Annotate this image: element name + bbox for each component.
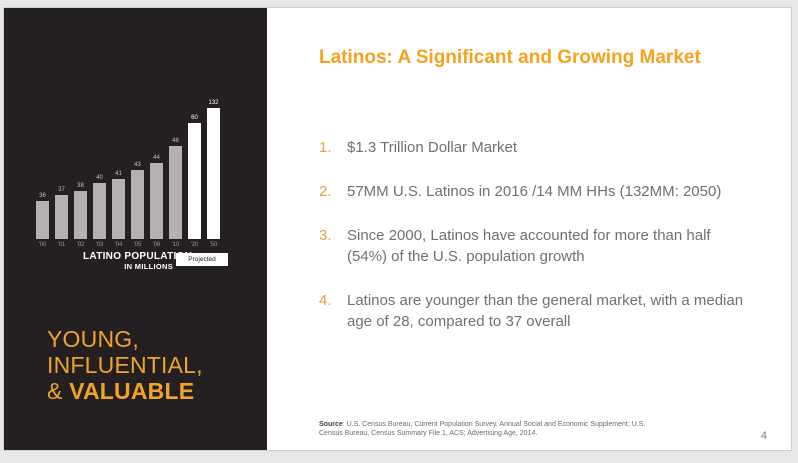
bar-value-label: 43 bbox=[134, 162, 141, 168]
list-item: 3. Since 2000, Latinos have accounted fo… bbox=[319, 225, 747, 267]
bar-column: 43 bbox=[131, 162, 144, 239]
bar-value-label: 41 bbox=[115, 171, 122, 177]
x-axis-tick-label: '01 bbox=[57, 242, 66, 248]
tagline-line-2: INFLUENTIAL, bbox=[47, 352, 203, 378]
bar-column: 36 bbox=[36, 193, 49, 239]
bar-column: 38 bbox=[74, 183, 87, 239]
bar bbox=[55, 195, 68, 239]
chart-x-axis: '00 '01 '02 '03 '04 '05 '06 '10 '20 '50 bbox=[36, 242, 220, 248]
bar-column: 132 bbox=[207, 100, 220, 239]
bar-column: 40 bbox=[93, 175, 106, 239]
list-item: 2. 57MM U.S. Latinos in 2016 /14 MM HHs … bbox=[319, 181, 747, 202]
list-item: 1. $1.3 Trillion Dollar Market bbox=[319, 137, 747, 158]
tagline-valuable: VALUABLE bbox=[69, 378, 195, 404]
chart-bars: 36 37 38 40 41 43 44 48 60 132 bbox=[36, 100, 220, 239]
tagline-ampersand: & bbox=[47, 378, 70, 404]
bar-column: 41 bbox=[112, 171, 125, 239]
bar-projected bbox=[207, 108, 220, 239]
bar bbox=[131, 170, 144, 239]
tagline-line-1: YOUNG, bbox=[47, 326, 139, 352]
source-citation: Source: U.S. Census Bureau, Current Popu… bbox=[319, 420, 651, 438]
list-item-text: $1.3 Trillion Dollar Market bbox=[347, 139, 518, 156]
x-axis-tick-label: '20 bbox=[190, 242, 199, 248]
bar-value-label: 132 bbox=[208, 100, 219, 106]
list-item-text: Since 2000, Latinos have accounted for m… bbox=[347, 227, 711, 265]
x-axis-tick-label: '05 bbox=[133, 242, 142, 248]
bar-column: 48 bbox=[169, 138, 182, 239]
tagline-line-3: & VALUABLE bbox=[47, 378, 203, 404]
list-item-number: 4. bbox=[319, 292, 332, 309]
bar-column: 44 bbox=[150, 155, 163, 239]
bar-value-label: 44 bbox=[153, 155, 160, 161]
legend-projected-label: Projected bbox=[188, 256, 216, 263]
x-axis-tick-label: '03 bbox=[95, 242, 104, 248]
page-number: 4 bbox=[760, 430, 767, 442]
source-label: Source bbox=[319, 421, 343, 428]
x-axis-tick-label: '00 bbox=[38, 242, 47, 248]
list-item: 4. Latinos are younger than the general … bbox=[319, 290, 747, 332]
chart-title-block: LATINO POPULATION IN MILLIONS bbox=[83, 251, 193, 271]
source-text: : U.S. Census Bureau, Current Population… bbox=[319, 421, 646, 437]
slide-title: Latinos: A Significant and Growing Marke… bbox=[319, 47, 701, 68]
bar bbox=[112, 179, 125, 239]
bar bbox=[169, 146, 182, 239]
bar bbox=[36, 201, 49, 239]
slide: 36 37 38 40 41 43 44 48 60 132 '00 '01 '02 '03 '04 '05… bbox=[3, 7, 792, 451]
bar-value-label: 60 bbox=[191, 115, 198, 121]
x-axis-tick-label: '02 bbox=[76, 242, 85, 248]
bar-projected bbox=[188, 123, 201, 239]
bar-value-label: 37 bbox=[58, 187, 65, 193]
x-axis-tick-label: '50 bbox=[209, 242, 218, 248]
chart-legend: Projected bbox=[176, 253, 228, 266]
bar-value-label: 40 bbox=[96, 175, 103, 181]
content-area: Latinos: A Significant and Growing Marke… bbox=[267, 8, 791, 450]
bar-column: 37 bbox=[55, 187, 68, 239]
bar bbox=[74, 191, 87, 239]
bar-value-label: 48 bbox=[172, 138, 179, 144]
sidebar-panel: 36 37 38 40 41 43 44 48 60 132 '00 '01 '02 '03 '04 '05… bbox=[4, 8, 267, 450]
bar-value-label: 38 bbox=[77, 183, 84, 189]
list-item-number: 3. bbox=[319, 227, 332, 244]
bar-column: 60 bbox=[188, 115, 201, 239]
x-axis-tick-label: '06 bbox=[152, 242, 161, 248]
x-axis-tick-label: '04 bbox=[114, 242, 123, 248]
fact-list: 1. $1.3 Trillion Dollar Market 2. 57MM U… bbox=[319, 137, 747, 355]
chart-title: LATINO POPULATION bbox=[83, 251, 193, 262]
tagline: YOUNG, INFLUENTIAL, & VALUABLE bbox=[47, 326, 203, 404]
list-item-text: 57MM U.S. Latinos in 2016 /14 MM HHs (13… bbox=[347, 183, 722, 200]
chart-subtitle: IN MILLIONS bbox=[124, 262, 173, 271]
bar bbox=[150, 163, 163, 239]
x-axis-tick-label: '10 bbox=[171, 242, 180, 248]
list-item-number: 2. bbox=[319, 183, 332, 200]
bar-value-label: 36 bbox=[39, 193, 46, 199]
list-item-text: Latinos are younger than the general mar… bbox=[347, 292, 744, 330]
list-item-number: 1. bbox=[319, 139, 332, 156]
bar bbox=[93, 183, 106, 239]
